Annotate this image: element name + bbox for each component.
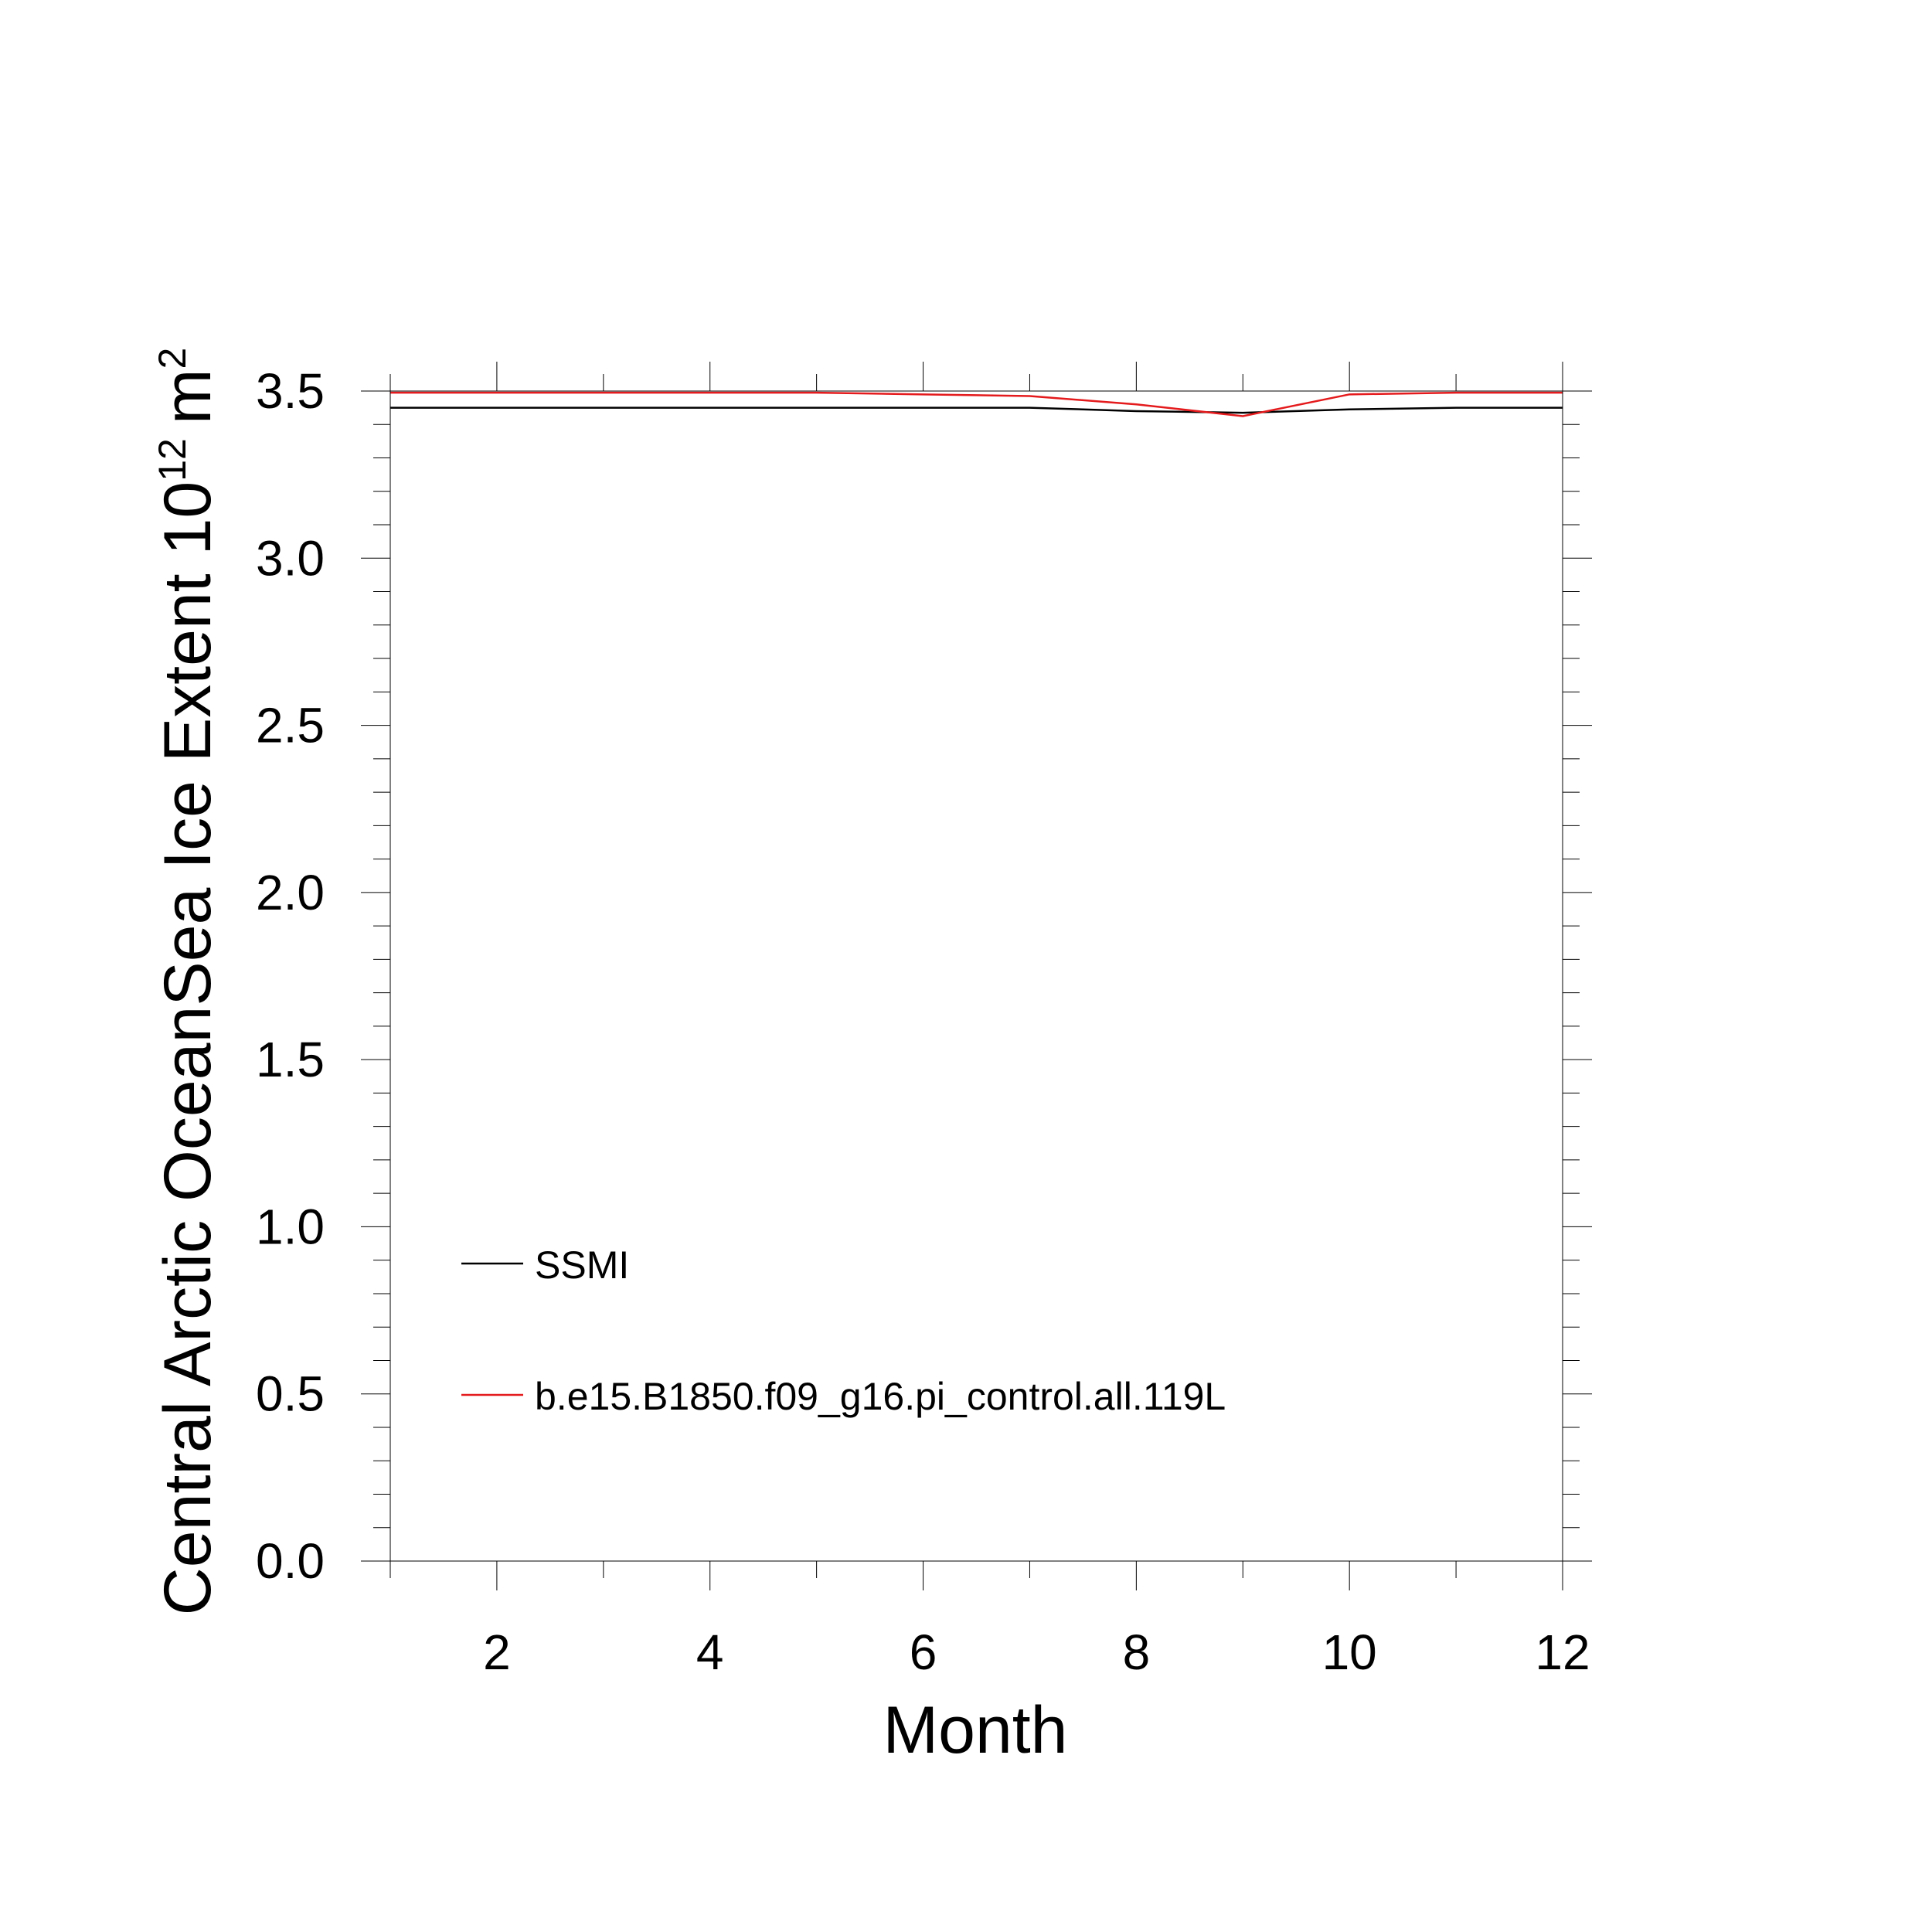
- series-layer: [390, 391, 1563, 417]
- legend-label: b.e15.B1850.f09_g16.pi_control.all.119L: [535, 1375, 1226, 1418]
- legend-label: SSMI: [535, 1243, 629, 1287]
- y-axis-label-text: Central Arctic OceanSea Ice Extent 10: [151, 481, 225, 1616]
- y-tick-label: 3.5: [256, 363, 325, 419]
- y-axis-label-exponent: 12: [151, 438, 194, 481]
- y-axis-label-unit: m: [151, 369, 225, 425]
- y-tick-label: 2.0: [256, 865, 325, 920]
- series-line-1: [390, 391, 1563, 417]
- plot-frame: [389, 390, 1563, 1562]
- x-tick-label: 12: [1535, 1624, 1590, 1680]
- y-axis-label-unit-exponent: 2: [151, 348, 194, 369]
- axis-ticks: [361, 362, 1592, 1590]
- x-tick-label: 10: [1322, 1624, 1377, 1680]
- y-axis-label: Central Arctic OceanSea Ice Extent 1012 m…: [151, 348, 225, 1616]
- x-tick-label: 8: [1123, 1624, 1151, 1680]
- y-tick-label: 1.5: [256, 1032, 325, 1087]
- y-tick-label: 1.0: [256, 1199, 325, 1254]
- tick-labels: 2 4 6 8 10 12 0.0 0.5 1.0 1.5 2.0 2.5 3.0 3.5: [256, 363, 1590, 1680]
- legend: SSMI b.e15.B1850.f09_g16.pi_control.all.1…: [461, 1243, 1226, 1418]
- y-tick-label: 0.5: [256, 1366, 325, 1422]
- y-tick-label: 0.0: [256, 1533, 325, 1589]
- series-line-0: [390, 406, 1563, 414]
- x-axis-label: Month: [883, 1693, 1067, 1767]
- x-tick-label: 2: [483, 1624, 511, 1680]
- y-tick-label: 2.5: [256, 698, 325, 753]
- y-tick-label: 3.0: [256, 530, 325, 586]
- x-tick-label: 6: [910, 1624, 937, 1680]
- x-tick-label: 4: [696, 1624, 724, 1680]
